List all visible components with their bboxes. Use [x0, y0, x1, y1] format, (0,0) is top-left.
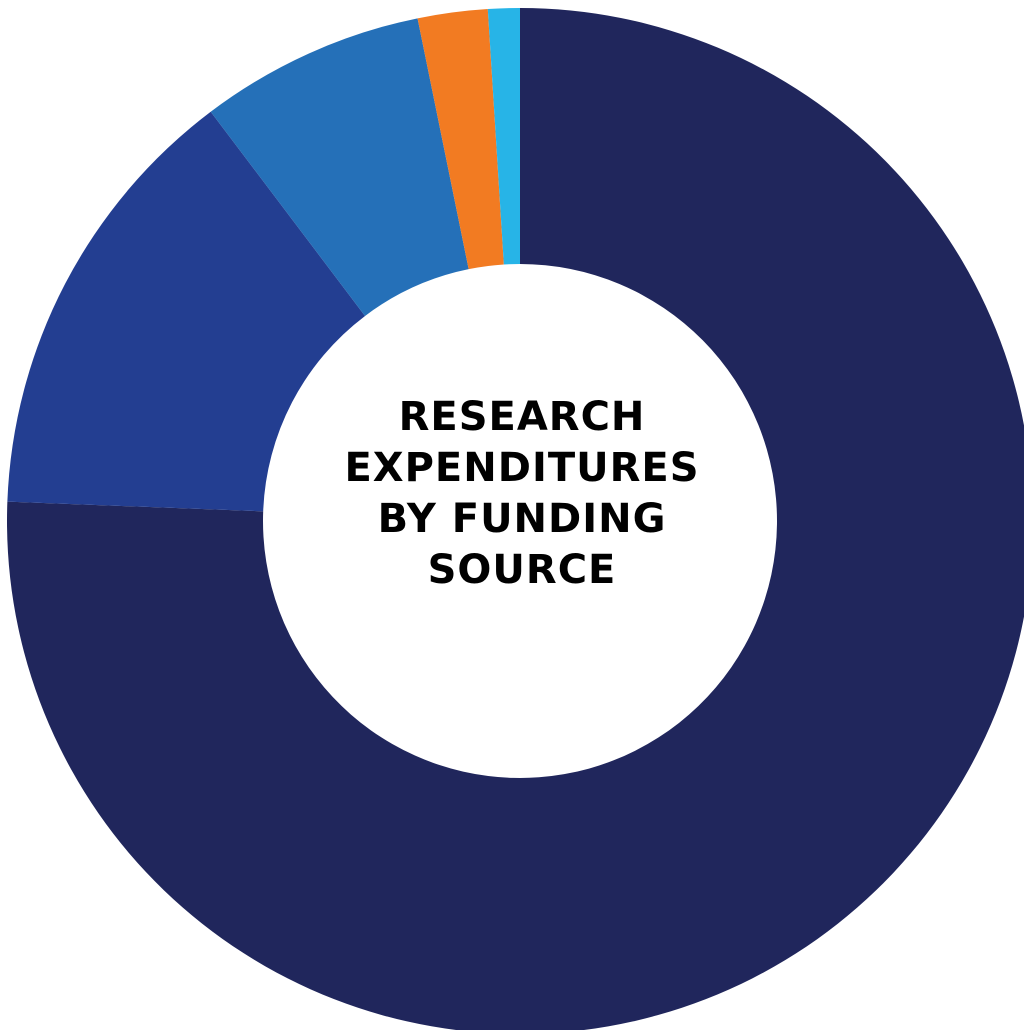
- donut-slice-2: [7, 111, 366, 512]
- chart-title-line-2: EXPENDITURES: [344, 445, 700, 491]
- donut-slice-1: [7, 8, 1024, 1030]
- chart-title-line-4: SOURCE: [427, 547, 617, 593]
- donut-slice-3: [210, 18, 469, 316]
- chart-title-line-3: BY FUNDING: [377, 496, 667, 542]
- chart-title-line-1: RESEARCH: [398, 394, 646, 440]
- donut-slice-4: [417, 9, 504, 270]
- chart-title: RESEARCH EXPENDITURES BY FUNDING SOURCE: [302, 392, 742, 596]
- donut-slice-5: [487, 8, 520, 265]
